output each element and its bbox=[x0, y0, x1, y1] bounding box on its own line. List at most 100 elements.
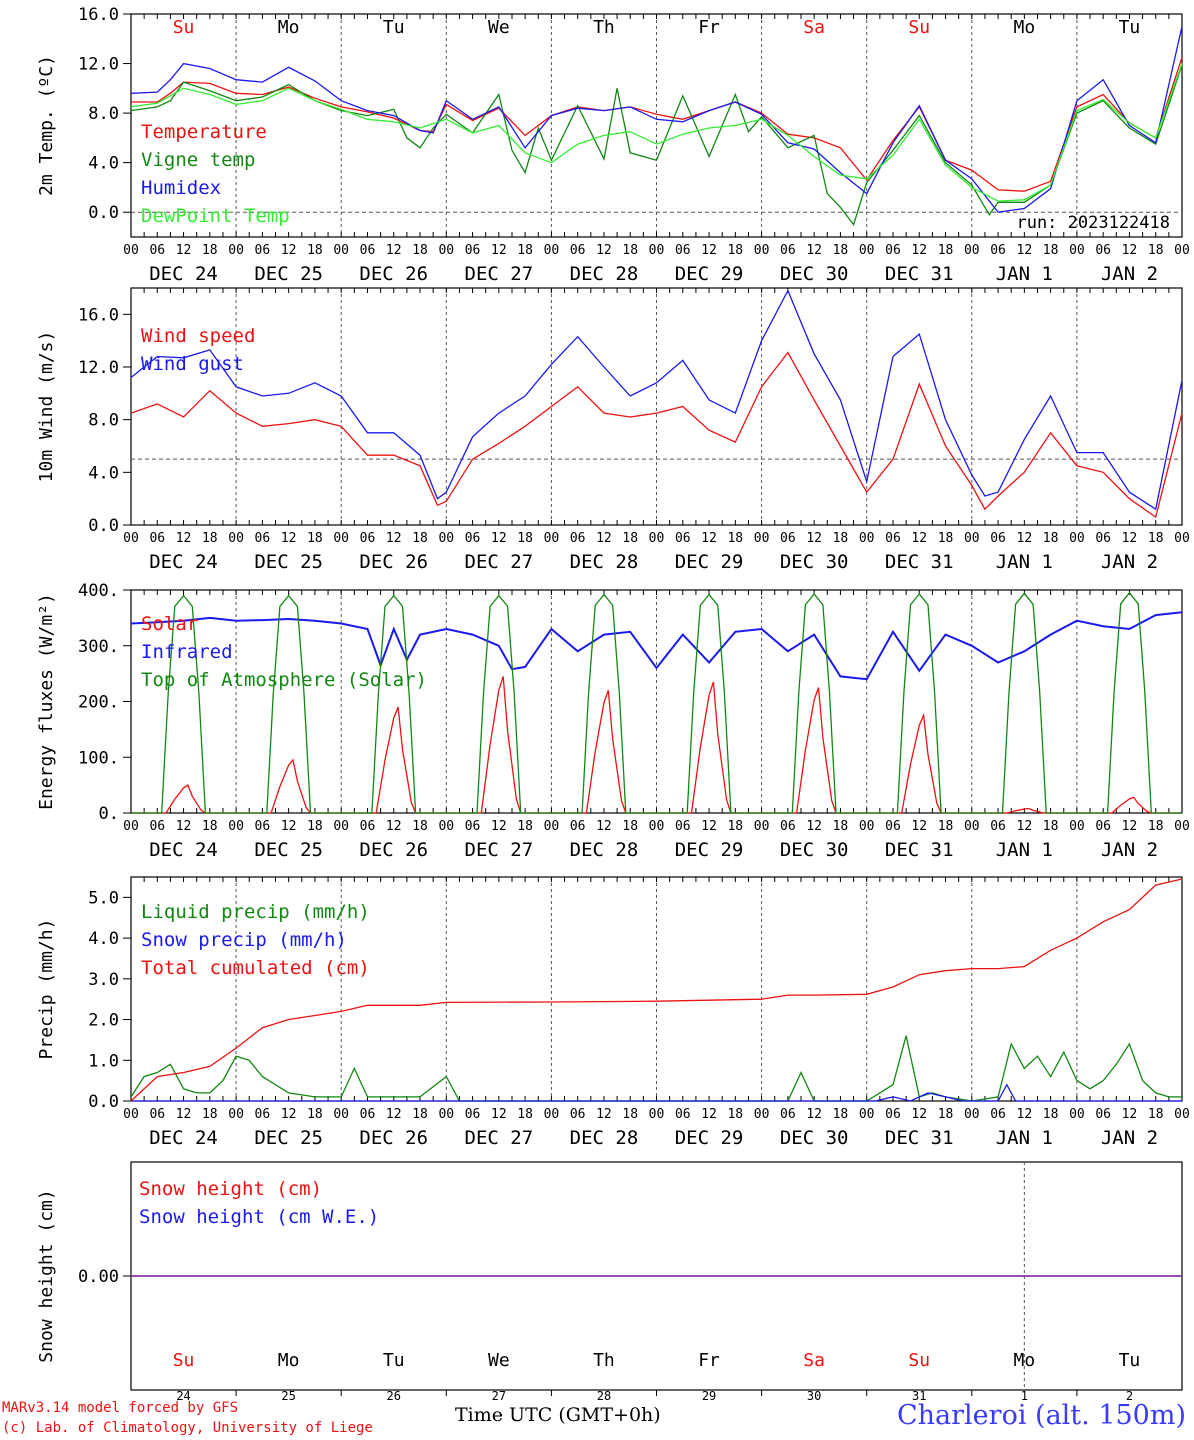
hour-tick-label: 12 bbox=[701, 243, 717, 258]
hour-tick-label: 18 bbox=[833, 243, 849, 258]
hour-tick-label: 00 bbox=[228, 531, 244, 546]
hour-tick-label: 18 bbox=[1043, 1107, 1059, 1122]
hour-tick-label: 06 bbox=[1095, 1107, 1111, 1122]
hour-tick-label: 12 bbox=[491, 819, 507, 834]
series-line bbox=[130, 878, 1183, 1102]
date-tick-label: DEC 25 bbox=[254, 263, 323, 285]
hour-tick-label: 00 bbox=[123, 243, 139, 258]
hour-tick-label: 00 bbox=[123, 819, 139, 834]
hour-tick-label: 12 bbox=[281, 819, 297, 834]
hour-tick-label: 12 bbox=[806, 531, 822, 546]
y-tick-label: 8.0 bbox=[88, 104, 119, 124]
y-tick-label: 2.0 bbox=[88, 1011, 119, 1031]
hour-tick-label: 12 bbox=[386, 243, 402, 258]
hour-tick-label: 12 bbox=[1017, 243, 1033, 258]
hour-tick-label: 18 bbox=[1043, 819, 1059, 834]
series-line bbox=[131, 676, 1182, 814]
hour-tick-label: 12 bbox=[1017, 531, 1033, 546]
legend-entry: Snow precip (mm/h) bbox=[141, 929, 347, 951]
credit-line-1: MARv3.14 model forced by GFS bbox=[2, 1400, 239, 1416]
hour-tick-label: 06 bbox=[675, 819, 691, 834]
hour-tick-label: 06 bbox=[465, 243, 481, 258]
weekday-label: Su bbox=[908, 17, 930, 38]
hour-tick-label: 12 bbox=[386, 531, 402, 546]
day-number-label: 27 bbox=[492, 1389, 506, 1403]
weekday-label: We bbox=[488, 17, 510, 38]
series-line bbox=[130, 289, 1183, 511]
hour-tick-label: 06 bbox=[1095, 531, 1111, 546]
hour-tick-label: 06 bbox=[990, 1107, 1006, 1122]
hour-tick-label: 00 bbox=[544, 531, 560, 546]
weekday-label: Tu bbox=[383, 17, 405, 38]
day-number-label: 24 bbox=[176, 1389, 190, 1403]
hour-tick-label: 18 bbox=[622, 243, 638, 258]
date-tick-label: JAN 1 bbox=[996, 263, 1053, 285]
hour-tick-label: 00 bbox=[754, 1107, 770, 1122]
day-number-label: 2 bbox=[1126, 1389, 1133, 1403]
hour-tick-label: 18 bbox=[202, 243, 218, 258]
legend-entry: Solar bbox=[141, 613, 198, 635]
hour-tick-label: 06 bbox=[885, 531, 901, 546]
hour-tick-label: 12 bbox=[1122, 243, 1138, 258]
hour-tick-label: 18 bbox=[517, 531, 533, 546]
date-tick-label: DEC 27 bbox=[465, 263, 534, 285]
hour-tick-label: 00 bbox=[859, 531, 875, 546]
hour-tick-label: 00 bbox=[1174, 1107, 1190, 1122]
hour-tick-label: 06 bbox=[149, 1107, 165, 1122]
panel-frame bbox=[130, 287, 1183, 526]
hour-tick-label: 18 bbox=[938, 819, 954, 834]
date-tick-label: DEC 29 bbox=[675, 263, 744, 285]
legend-entry: Snow height (cm) bbox=[139, 1178, 322, 1200]
hour-tick-label: 12 bbox=[806, 819, 822, 834]
credit-line-2: (c) Lab. of Climatology, University of L… bbox=[2, 1420, 373, 1436]
weekday-label: Mo bbox=[278, 1350, 300, 1371]
date-tick-label: JAN 2 bbox=[1101, 263, 1158, 285]
date-tick-label: DEC 24 bbox=[149, 1127, 218, 1149]
legend-entry: Humidex bbox=[141, 177, 221, 199]
date-tick-label: DEC 28 bbox=[570, 1127, 639, 1149]
y-tick-label: 0. bbox=[99, 804, 119, 824]
hour-tick-label: 06 bbox=[570, 531, 586, 546]
hour-tick-label: 06 bbox=[360, 531, 376, 546]
hour-tick-label: 12 bbox=[911, 531, 927, 546]
y-tick-label: 3.0 bbox=[88, 970, 119, 990]
hour-tick-label: 18 bbox=[307, 1107, 323, 1122]
date-tick-label: DEC 30 bbox=[780, 263, 849, 285]
date-tick-label: DEC 29 bbox=[675, 551, 744, 573]
hour-tick-label: 06 bbox=[1095, 819, 1111, 834]
x-axis-title: Time UTC (GMT+0h) bbox=[455, 1404, 661, 1426]
hour-tick-label: 12 bbox=[491, 1107, 507, 1122]
legend-entry: Total cumulated (cm) bbox=[141, 957, 370, 979]
hour-tick-label: 12 bbox=[701, 1107, 717, 1122]
y-tick-label: 4.0 bbox=[88, 929, 119, 949]
hour-tick-label: 06 bbox=[360, 243, 376, 258]
legend-entry: Liquid precip (mm/h) bbox=[141, 901, 370, 923]
weekday-label: Tu bbox=[383, 1350, 405, 1371]
weekday-label: Th bbox=[593, 17, 615, 38]
y-axis-label: Snow height (cm) bbox=[36, 1189, 57, 1362]
hour-tick-label: 12 bbox=[596, 819, 612, 834]
hour-tick-label: 00 bbox=[649, 1107, 665, 1122]
weekday-label: Su bbox=[173, 1350, 195, 1371]
hour-tick-label: 00 bbox=[333, 1107, 349, 1122]
weekday-label: Mo bbox=[1014, 1350, 1036, 1371]
hour-tick-label: 00 bbox=[859, 243, 875, 258]
date-tick-label: JAN 2 bbox=[1101, 1127, 1158, 1149]
hour-tick-label: 00 bbox=[123, 531, 139, 546]
legend-entry: Wind speed bbox=[141, 325, 255, 347]
hour-tick-label: 00 bbox=[1069, 1107, 1085, 1122]
date-tick-label: JAN 1 bbox=[996, 551, 1053, 573]
hour-tick-label: 06 bbox=[465, 1107, 481, 1122]
hour-tick-label: 12 bbox=[1122, 531, 1138, 546]
date-tick-label: DEC 26 bbox=[359, 551, 428, 573]
hour-tick-label: 18 bbox=[1148, 1107, 1164, 1122]
hour-tick-label: 18 bbox=[202, 819, 218, 834]
date-tick-label: DEC 28 bbox=[570, 551, 639, 573]
date-tick-label: DEC 30 bbox=[780, 551, 849, 573]
date-tick-label: DEC 26 bbox=[359, 263, 428, 285]
hour-tick-label: 06 bbox=[675, 531, 691, 546]
hour-tick-label: 12 bbox=[806, 1107, 822, 1122]
hour-tick-label: 00 bbox=[544, 819, 560, 834]
hour-tick-label: 00 bbox=[754, 819, 770, 834]
weekday-label: Tu bbox=[1119, 17, 1141, 38]
